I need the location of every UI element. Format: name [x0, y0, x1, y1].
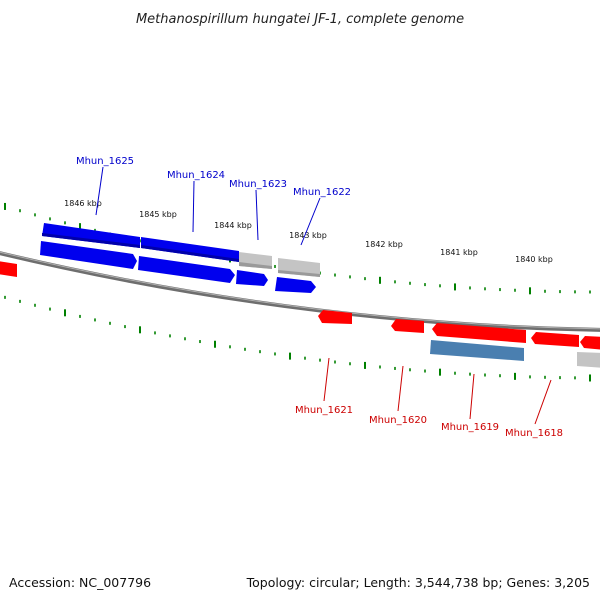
forward-strand-lower [40, 241, 316, 293]
kbp-label: 1840 kbp [515, 255, 553, 264]
label-connector [95, 166, 104, 216]
label-connector [469, 373, 475, 420]
forward-gene[interactable] [236, 270, 268, 286]
kbp-label: 1846 kbp [64, 199, 102, 208]
inner-tick-track [4, 295, 591, 382]
kbp-scale: 1846 kbp 1845 kbp 1844 kbp 1843 kbp 1842… [64, 199, 553, 264]
label-mhun-1625[interactable]: Mhun_1625 [76, 156, 134, 167]
label-mhun-1622[interactable]: Mhun_1622 [293, 187, 351, 198]
pseudo-gene[interactable] [577, 352, 600, 368]
forward-gene[interactable] [40, 241, 137, 269]
reverse-gene[interactable] [580, 336, 600, 350]
kbp-label: 1844 kbp [214, 221, 252, 230]
forward-strand-upper [42, 223, 320, 277]
map-title: Methanospirillum hungatei JF-1, complete… [136, 12, 464, 27]
forward-gene[interactable] [138, 256, 235, 283]
kbp-label: 1841 kbp [440, 248, 478, 257]
topology-text: Topology: circular; Length: 3,544,738 bp… [246, 575, 590, 590]
kbp-label: 1845 kbp [139, 210, 177, 219]
gene-mhun-1622-shade [278, 270, 320, 277]
gene-mhun-1619[interactable] [432, 323, 526, 343]
gene-mhun-1623-shade [239, 262, 272, 269]
label-mhun-1621[interactable]: Mhun_1621 [295, 405, 353, 416]
label-mhun-1624[interactable]: Mhun_1624 [167, 170, 225, 181]
genome-backbone-highlight [0, 251, 600, 330]
label-connector [192, 180, 195, 233]
kbp-label: 1842 kbp [365, 240, 403, 249]
label-connector [255, 189, 259, 241]
label-mhun-1620[interactable]: Mhun_1620 [369, 415, 427, 426]
accession-text: Accession: NC_007796 [9, 575, 152, 590]
gene-mhun-1624-shade [141, 245, 239, 262]
label-mhun-1619[interactable]: Mhun_1619 [441, 422, 499, 433]
reverse-strand [0, 261, 600, 368]
forward-gene-labels: Mhun_1625 Mhun_1624 Mhun_1623 Mhun_1622 [76, 156, 351, 246]
gene-mhun-1625-shade [42, 233, 140, 248]
gene-mhun-1621[interactable] [318, 310, 352, 324]
rna-gene[interactable] [430, 340, 524, 361]
gene-mhun-1620[interactable] [391, 319, 424, 333]
kbp-label: 1843 kbp [289, 231, 327, 240]
genome-backbone [0, 251, 600, 332]
forward-gene[interactable] [275, 277, 316, 293]
reverse-gene-labels: Mhun_1621 Mhun_1620 Mhun_1619 Mhun_1618 [295, 357, 563, 439]
label-mhun-1623[interactable]: Mhun_1623 [229, 179, 287, 190]
label-mhun-1618[interactable]: Mhun_1618 [505, 428, 563, 439]
gene-mhun-1625[interactable] [42, 223, 140, 248]
label-connector [323, 357, 330, 402]
gene-mhun-1618[interactable] [531, 332, 579, 347]
label-connector [300, 197, 321, 246]
reverse-gene[interactable] [0, 261, 17, 277]
label-connector [397, 365, 404, 412]
label-connector [534, 379, 552, 425]
